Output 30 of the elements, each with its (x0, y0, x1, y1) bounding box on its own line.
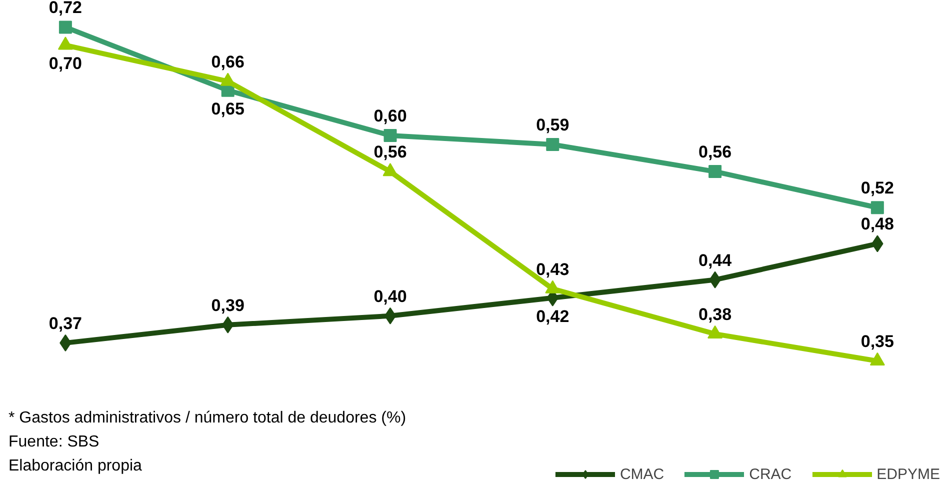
data-label: 0,60 (374, 106, 407, 126)
text: * Gastos administrativos / número total de deudores (%) (8, 410, 406, 426)
source-note: Fuente: SBS (8, 434, 100, 450)
point (384, 128, 397, 142)
legend-label: CRAC (749, 466, 792, 482)
data-label: 0,48 (860, 214, 894, 234)
text: Elaboración propia (8, 458, 142, 474)
data-label: 0,59 (536, 115, 570, 134)
point (384, 307, 396, 324)
point (708, 165, 722, 178)
data-label: 0,42 (536, 306, 570, 326)
data-label: 0,43 (536, 260, 570, 279)
data-label: 0,38 (698, 304, 732, 324)
point (546, 138, 560, 151)
data-label: 0,52 (860, 178, 894, 198)
data-label: 0,65 (211, 99, 244, 118)
data-label: 0,72 (48, 0, 82, 18)
data-label: 0,56 (698, 142, 732, 162)
legend-label: CMAC (620, 466, 664, 482)
point (58, 20, 72, 34)
data-label: 0,44 (698, 250, 732, 270)
data-label: 0,39 (211, 296, 244, 315)
legend-label: EDPYME (876, 466, 940, 482)
data-label: 0,66 (211, 52, 244, 72)
data-label: 0,56 (374, 142, 407, 162)
data-label: 0,37 (48, 314, 82, 333)
data-label: 0,70 (48, 54, 82, 74)
data-label: 0,40 (374, 286, 407, 306)
point (870, 201, 884, 214)
data-label: 0,35 (860, 332, 894, 351)
